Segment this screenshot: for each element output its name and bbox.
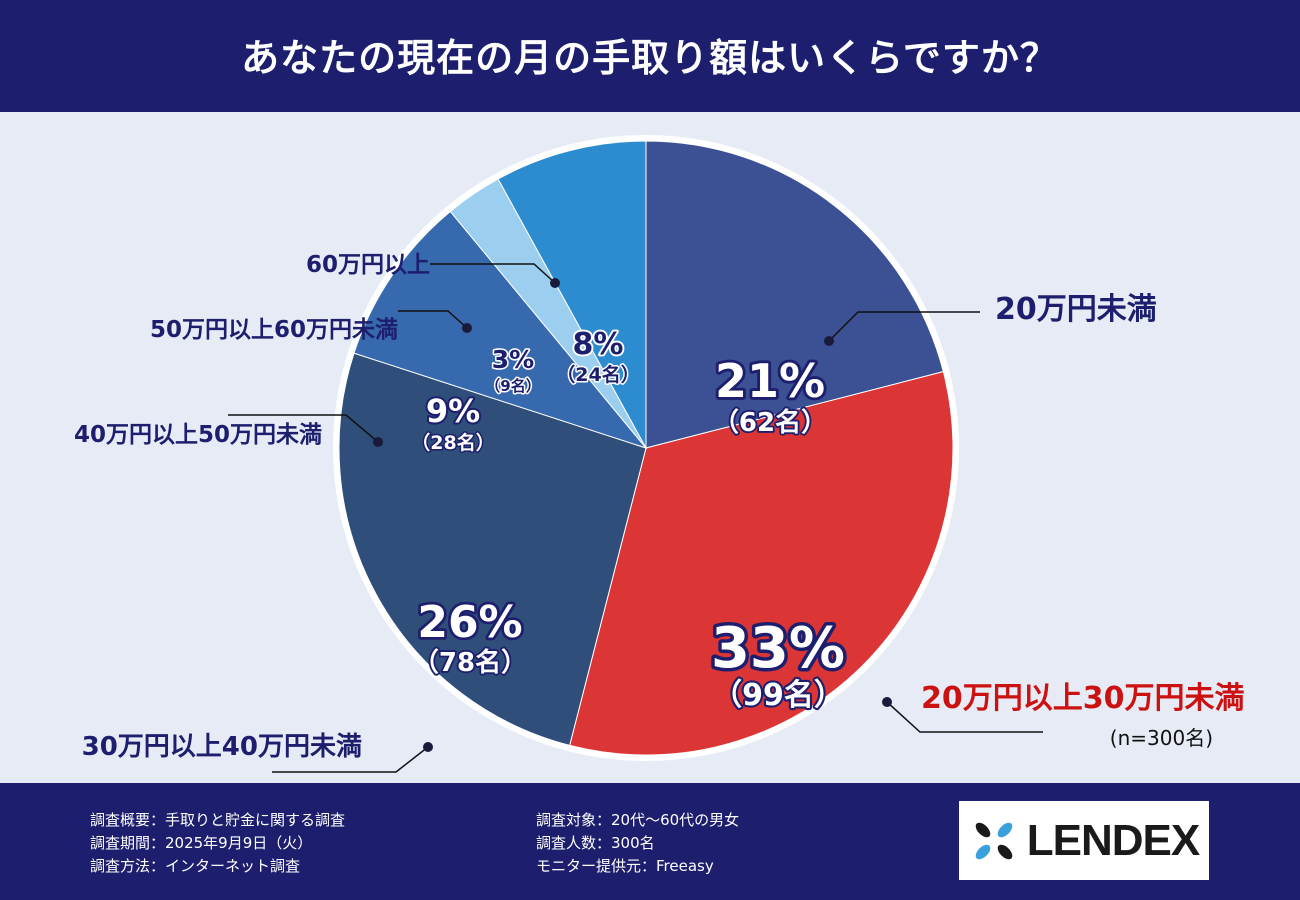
leader-line: [430, 263, 556, 284]
slice-count-label: （99名）: [712, 678, 844, 713]
survey-method: 調査方法：インターネット調査: [90, 857, 301, 875]
survey-period: 調査期間：2025年9月9日（火）: [90, 834, 313, 852]
pie-slice: [353, 210, 648, 450]
footer-banner: 調査概要：手取りと貯金に関する調査 調査期間：2025年9月9日（火） 調査方法…: [0, 783, 1300, 900]
logo-wordmark: LENDEX: [1026, 815, 1200, 865]
slice-count-label: （28名）: [411, 431, 494, 454]
leader-line: [828, 311, 980, 342]
slice-category-label: 20万円未満: [995, 292, 1157, 327]
leader-line: [398, 310, 468, 329]
leader-line: [272, 746, 429, 773]
leader-dot: [882, 697, 892, 707]
leader-dot: [550, 278, 560, 288]
survey-provider: モニター提供元：Freeasy: [536, 857, 714, 875]
header-banner: あなたの現在の月の手取り額はいくらですか？: [0, 0, 1300, 112]
slice-category-label: 60万円以上: [306, 252, 430, 278]
leader-line: [228, 414, 379, 443]
pie-slice: [645, 140, 944, 449]
slice-count-label: （24名）: [556, 363, 639, 386]
leader-line: [886, 701, 1043, 733]
lendex-logo-icon: [975, 822, 1013, 859]
slice-category-label: 20万円以上30万円未満: [921, 681, 1245, 716]
survey-count: 調査人数：300名: [536, 834, 655, 852]
sample-size-note: (n=300名): [1110, 726, 1213, 750]
slice-percent-label: 33%: [711, 616, 845, 681]
slice-percent-label: 9%: [426, 392, 480, 430]
leader-dot: [373, 437, 383, 447]
survey-summary: 調査概要：手取りと貯金に関する調査: [90, 811, 346, 829]
pie-chart: 21%（62名） 20万円未満 33%（99名） 20万円以上30万円未満 26%（78…: [74, 135, 1245, 773]
slice-category-label: 50万円以上60万円未満: [150, 317, 398, 343]
pie-slice: [569, 371, 954, 756]
slice-count-label: （9名）: [485, 377, 540, 395]
survey-target: 調査対象：20代〜60代の男女: [536, 811, 740, 829]
pie-slice: [497, 140, 647, 449]
leader-dot: [462, 323, 472, 333]
slice-percent-label: 8%: [573, 327, 624, 362]
chart-area: 21% （62名） 20万円未満 33% （99名） 20万円以上30万円未満 26% （78…: [0, 112, 1300, 783]
slice-count-label: （62名）: [713, 407, 827, 438]
lendex-logo: LENDEX: [959, 801, 1209, 880]
page-title: あなたの現在の月の手取り額はいくらですか？: [241, 35, 1059, 80]
leader-dot: [423, 742, 433, 752]
slice-category-label: 30万円以上40万円未満: [82, 732, 362, 762]
slice-percent-label: 26%: [417, 597, 522, 648]
slice-category-label: 40万円以上50万円未満: [74, 422, 322, 448]
survey-info-left: 調査概要：手取りと貯金に関する調査 調査期間：2025年9月9日（火） 調査方法…: [90, 809, 345, 878]
pie-slice: [338, 352, 647, 746]
slice-count-label: （78名）: [413, 647, 527, 678]
slice-percent-label: 3%: [492, 345, 534, 374]
survey-info-right: 調査対象：20代〜60代の男女 調査人数：300名 モニター提供元：Freeas…: [536, 809, 739, 878]
leader-dot: [824, 336, 834, 346]
slice-percent-label: 21%: [715, 354, 825, 408]
